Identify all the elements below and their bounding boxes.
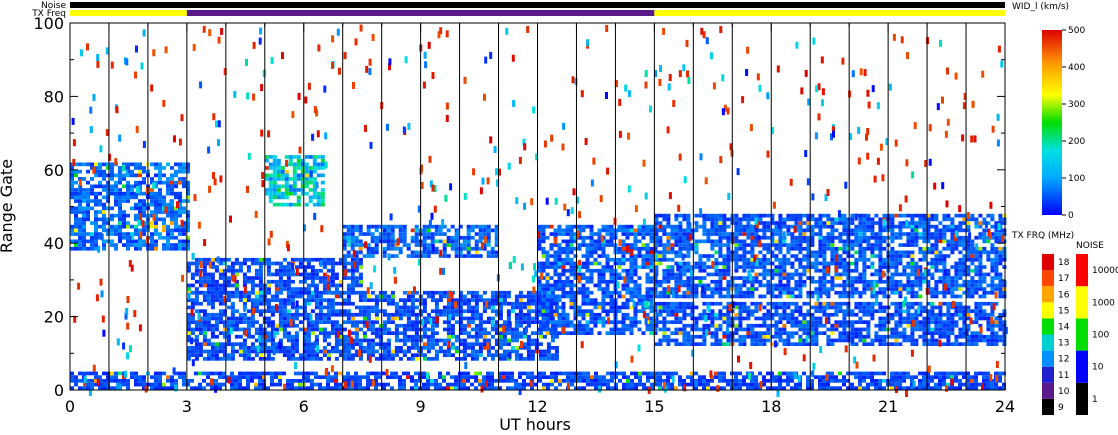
txfreq-tick-label-15: 15 <box>1058 306 1069 316</box>
noise-colorbar-title: NOISE <box>1076 241 1104 251</box>
echo-region-3 <box>70 371 1006 390</box>
noise-swatch-1000 <box>1076 286 1088 319</box>
txfreq-swatch-17 <box>1042 270 1054 287</box>
echo-region-0 <box>70 162 190 251</box>
noise-segment-0 <box>70 2 1005 8</box>
txfreq-swatch-15 <box>1042 302 1054 319</box>
y-tick-label-60: 60 <box>44 161 64 180</box>
noise-strip-label: Noise <box>41 1 66 11</box>
width-tick-label-500: 500 <box>1068 26 1085 36</box>
y-axis-title: Range Gate <box>0 159 16 253</box>
status-strips <box>70 2 1005 16</box>
txfreq-tick-label-17: 17 <box>1058 274 1069 284</box>
x-tick-label-21: 21 <box>878 397 898 416</box>
width-tick-label-300: 300 <box>1068 100 1085 110</box>
y-tick-label-80: 80 <box>44 87 64 106</box>
echo-region-2 <box>186 290 559 361</box>
width-colorbar-ticks: 0 100 200 300 400 500 <box>1062 26 1085 221</box>
txfreq-tick-label-13: 13 <box>1058 339 1069 349</box>
echo-region-4 <box>342 224 499 258</box>
txfreq-swatch-9 <box>1042 398 1054 415</box>
txfreq-tick-label-12: 12 <box>1058 355 1069 365</box>
x-tick-label-0: 0 <box>65 397 75 416</box>
noise-swatch-1 <box>1076 382 1088 415</box>
noise-tick-label-10: 10 <box>1092 363 1104 373</box>
x-tick-label-9: 9 <box>416 397 426 416</box>
width-tick-label-400: 400 <box>1068 63 1085 73</box>
y-tick-label-40: 40 <box>44 234 64 253</box>
noise-swatch-100 <box>1076 318 1088 351</box>
echo-data <box>70 24 1008 397</box>
echo-region-8 <box>264 155 325 207</box>
x-tick-label-24: 24 <box>995 397 1015 416</box>
txfreq-swatch-16 <box>1042 286 1054 303</box>
txfreq-tick-label-11: 11 <box>1058 371 1069 381</box>
txfreq-swatch-10 <box>1042 382 1054 399</box>
width-tick-label-0: 0 <box>1068 211 1074 221</box>
txfreq-colorbar-title: TX FRQ (MHz) <box>1011 231 1074 241</box>
y-tick-label-100: 100 <box>33 14 64 33</box>
txfreq-tick-label-14: 14 <box>1058 322 1070 332</box>
txfreq-swatch-13 <box>1042 334 1054 351</box>
echo-region-1 <box>186 257 363 295</box>
txfreq-strip-label: TX Freq <box>31 9 66 19</box>
x-axis-title: UT hours <box>499 415 571 434</box>
width-tick-label-100: 100 <box>1068 174 1085 184</box>
txfreq-segment-0 <box>70 10 187 16</box>
y-tick-label-20: 20 <box>44 308 64 327</box>
noise-colorbar: 1 10 100 1000 10000 <box>1076 254 1118 415</box>
x-tick-label-12: 12 <box>527 397 547 416</box>
txfreq-tick-label-16: 16 <box>1058 290 1070 300</box>
noise-tick-label-10000: 10000 <box>1092 266 1118 276</box>
txfreq-tick-label-18: 18 <box>1058 258 1070 268</box>
noise-swatch-10000 <box>1076 254 1088 287</box>
y-tick-label-0: 0 <box>54 381 64 400</box>
width-tick-label-200: 200 <box>1068 137 1085 147</box>
x-tick-label-3: 3 <box>182 397 192 416</box>
txfreq-swatch-12 <box>1042 350 1054 367</box>
txfreq-swatch-11 <box>1042 366 1054 383</box>
txfreq-segment-2 <box>654 10 1005 16</box>
txfreq-swatch-18 <box>1042 254 1054 271</box>
noise-tick-label-100: 100 <box>1092 331 1109 341</box>
txfreq-swatch-14 <box>1042 318 1054 335</box>
noise-tick-label-1000: 1000 <box>1092 298 1115 308</box>
width-colorbar-title: WID_l (km/s) <box>1012 2 1069 12</box>
x-axis-ticks: 0 3 6 9 12 15 18 21 24 <box>65 23 1015 416</box>
echo-region-6 <box>654 213 1007 299</box>
txfreq-colorbar: 9 10 11 12 13 14 15 16 17 18 <box>1042 254 1070 415</box>
txfreq-segment-1 <box>186 10 655 16</box>
scatter-echoes <box>71 24 1008 397</box>
noise-swatch-10 <box>1076 350 1088 383</box>
txfreq-tick-label-9: 9 <box>1058 403 1064 413</box>
echo-region-7 <box>654 301 1007 346</box>
x-tick-label-18: 18 <box>761 397 781 416</box>
txfreq-tick-label-10: 10 <box>1058 387 1070 397</box>
width-colorbar <box>1042 30 1062 215</box>
x-tick-label-6: 6 <box>299 397 309 416</box>
noise-tick-label-1: 1 <box>1092 395 1098 405</box>
y-axis-ticks: 0 20 40 60 80 100 <box>33 14 1005 400</box>
x-tick-label-15: 15 <box>644 397 664 416</box>
